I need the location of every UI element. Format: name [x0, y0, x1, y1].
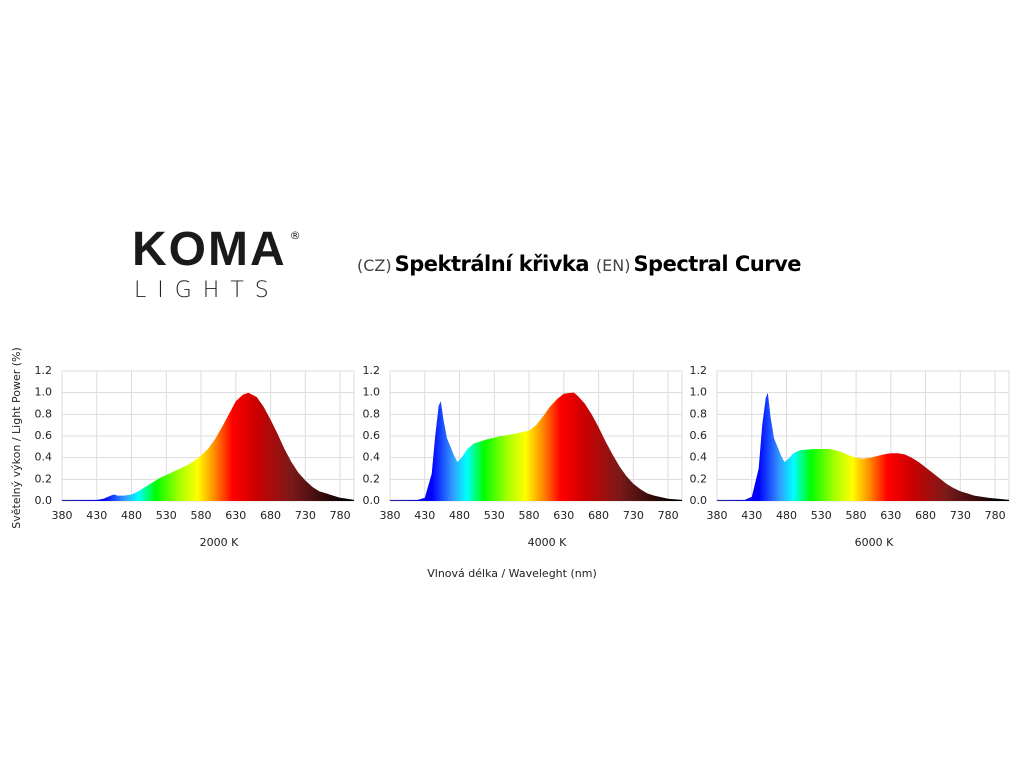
x-tick-label: 730: [623, 509, 644, 522]
en-title: Spectral Curve: [633, 252, 802, 276]
y-tick-label: 0.6: [35, 429, 53, 442]
chart-title: 4000 K: [528, 536, 567, 549]
y-tick-label: 1.0: [690, 386, 708, 399]
x-tick-label: 730: [950, 509, 971, 522]
y-tick-label: 0.0: [690, 494, 708, 507]
y-tick-label: 0.6: [690, 429, 708, 442]
x-tick-label: 380: [52, 509, 73, 522]
y-axis-label: Světelný výkon / Light Power (%): [10, 347, 23, 529]
chart-3: 0.0 0.2 0.4 0.6 0.8 1.0 1.2 380 430 480 530 580 630 6…: [690, 364, 1010, 549]
y-tick-label: 0.4: [363, 451, 381, 464]
x-tick-label: 780: [985, 509, 1006, 522]
page-title: (CZ) Spektrální křivka (EN) Spectral Curve: [357, 252, 802, 276]
y-tick-label: 1.2: [363, 364, 381, 377]
y-tick-label: 1.2: [690, 364, 708, 377]
x-tick-label: 480: [449, 509, 470, 522]
x-tick-label: 630: [880, 509, 901, 522]
cz-title: Spektrální křivka: [394, 252, 590, 276]
x-tick-label: 380: [380, 509, 401, 522]
x-tick-label: 480: [776, 509, 797, 522]
y-tick-label: 0.4: [35, 451, 53, 464]
y-tick-label: 0.0: [363, 494, 381, 507]
x-tick-label: 680: [260, 509, 281, 522]
x-tick-label: 530: [156, 509, 177, 522]
x-tick-label: 430: [86, 509, 107, 522]
x-tick-label: 430: [741, 509, 762, 522]
x-tick-label: 580: [519, 509, 540, 522]
chart-title: 2000 K: [200, 536, 239, 549]
chart-1: 0.0 0.2 0.4 0.6 0.8 1.0 1.2 380 430 480 530 580 630 6…: [35, 364, 355, 549]
x-tick-label: 580: [191, 509, 212, 522]
registered-mark: ®: [289, 229, 301, 242]
spectrum-area: [62, 392, 354, 501]
x-tick-label: 380: [707, 509, 728, 522]
y-tick-label: 0.2: [363, 472, 381, 485]
spectrum-area: [390, 392, 682, 501]
x-tick-label: 630: [225, 509, 246, 522]
x-tick-label: 580: [846, 509, 867, 522]
logo-text: KOMA: [132, 223, 287, 276]
y-tick-label: 0.8: [35, 407, 53, 420]
y-tick-label: 0.8: [690, 407, 708, 420]
x-tick-label: 680: [915, 509, 936, 522]
y-tick-label: 0.4: [690, 451, 708, 464]
y-tick-label: 0.0: [35, 494, 53, 507]
x-axis-label: Vlnová délka / Waveleght (nm): [427, 567, 597, 580]
x-tick-label: 780: [658, 509, 679, 522]
x-tick-label: 630: [553, 509, 574, 522]
chart-2: 0.0 0.2 0.4 0.6 0.8 1.0 1.2 380 430 480 530 580 630 6…: [363, 364, 683, 549]
y-tick-label: 0.6: [363, 429, 381, 442]
x-tick-label: 680: [588, 509, 609, 522]
y-tick-label: 0.8: [363, 407, 381, 420]
y-tick-label: 1.2: [35, 364, 53, 377]
x-tick-label: 530: [811, 509, 832, 522]
y-tick-label: 1.0: [363, 386, 381, 399]
y-tick-label: 0.2: [35, 472, 53, 485]
logo-subtext: LIGHTS: [134, 278, 280, 303]
cz-tag: (CZ): [357, 256, 392, 275]
koma-lights-logo: KOMA ® LIGHTS: [132, 226, 332, 306]
en-tag: (EN): [595, 256, 631, 275]
x-tick-label: 480: [121, 509, 142, 522]
x-tick-label: 780: [330, 509, 351, 522]
logo-row: KOMA ®: [132, 226, 301, 274]
x-tick-label: 730: [295, 509, 316, 522]
spectrum-area: [717, 392, 1009, 501]
chart-title: 6000 K: [855, 536, 894, 549]
y-tick-label: 1.0: [35, 386, 53, 399]
y-tick-label: 0.2: [690, 472, 708, 485]
x-tick-label: 430: [414, 509, 435, 522]
x-tick-label: 530: [484, 509, 505, 522]
